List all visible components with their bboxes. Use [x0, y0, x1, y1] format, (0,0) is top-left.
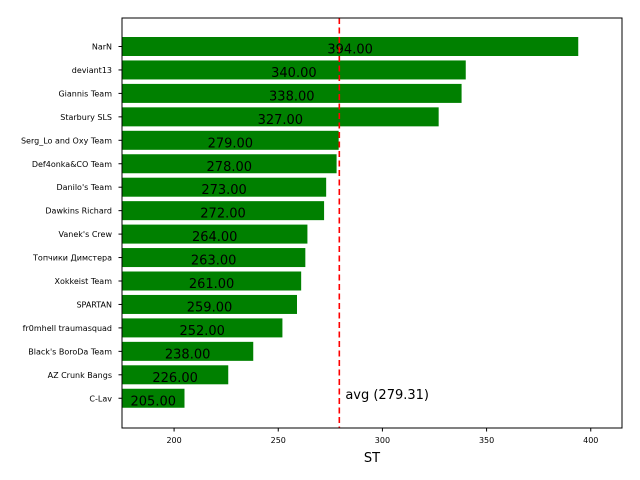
category-label: fr0mhell traumasquad	[23, 324, 112, 333]
plot-frame	[121, 17, 623, 429]
category-label: Giannis Team	[58, 89, 112, 98]
category-label: AZ Crunk Bangs	[48, 371, 112, 380]
bar-value-label: 252.00	[179, 324, 225, 339]
x-tick-label: 350	[479, 436, 494, 445]
bar	[122, 201, 325, 221]
bar-value-label: 279.00	[208, 136, 254, 151]
category-labels: NarN deviant13 Giannis Team Starbury SLS Ser…	[21, 43, 122, 403]
x-tick-label: 250	[271, 436, 286, 445]
bar	[122, 388, 185, 408]
x-tick-label: 200	[166, 436, 181, 445]
category-label: Xokkeist Team	[55, 277, 113, 286]
bar-value-label: 338.00	[269, 89, 315, 104]
x-tick-label: 300	[375, 436, 390, 445]
category-label: SPARTAN	[76, 300, 112, 309]
bar-value-label: 226.00	[152, 371, 198, 386]
category-label: Black's BoroDa Team	[28, 347, 112, 356]
category-label: Def4onka&CO Team	[32, 160, 112, 169]
bar-value-label: 327.00	[258, 113, 304, 128]
bar	[122, 107, 439, 127]
category-label: Starbury SLS	[60, 113, 112, 122]
bar-value-label: 394.00	[327, 43, 373, 58]
bar	[122, 318, 283, 338]
bar-value-label: 264.00	[192, 230, 238, 245]
category-label: Топчики Димстера	[32, 254, 112, 263]
bar-value-label: 205.00	[131, 394, 177, 409]
bar	[122, 154, 337, 174]
bar	[122, 294, 297, 314]
category-label: deviant13	[72, 66, 112, 75]
bar	[122, 37, 579, 56]
bar-value-label: 263.00	[191, 254, 237, 269]
x-tick-label: 400	[583, 436, 598, 445]
category-label: NarN	[92, 43, 112, 52]
bar-value-label: 340.00	[271, 66, 317, 81]
bar	[122, 60, 466, 80]
bar	[122, 177, 327, 197]
bar	[122, 248, 306, 268]
average-label: avg (279.31)	[345, 388, 429, 403]
bar-value-label: 261.00	[189, 277, 235, 292]
bar	[122, 341, 254, 361]
bar	[122, 271, 302, 291]
category-label: Serg_Lo and Oxy Team	[21, 136, 112, 145]
x-axis-title: ST	[364, 451, 380, 466]
category-label: Vanek's Crew	[59, 230, 113, 239]
x-axis-ticks: 200 250 300 350 400	[166, 428, 598, 445]
bar-value-label: 259.00	[187, 300, 233, 315]
bar	[122, 365, 229, 385]
bars-group: 394.00 340.00 338.00 327.00 279.00 278.00 273.…	[122, 37, 579, 409]
bar	[122, 130, 339, 150]
bar-value-label: 278.00	[207, 160, 253, 175]
category-label: Danilo's Team	[56, 183, 112, 192]
bar-value-label: 273.00	[201, 183, 247, 198]
bar	[122, 83, 462, 103]
bar-value-label: 238.00	[165, 347, 211, 362]
category-label: C-Lav	[89, 394, 112, 403]
bar-value-label: 272.00	[200, 207, 246, 222]
bar	[122, 224, 308, 244]
category-label: Dawkins Richard	[45, 207, 112, 216]
